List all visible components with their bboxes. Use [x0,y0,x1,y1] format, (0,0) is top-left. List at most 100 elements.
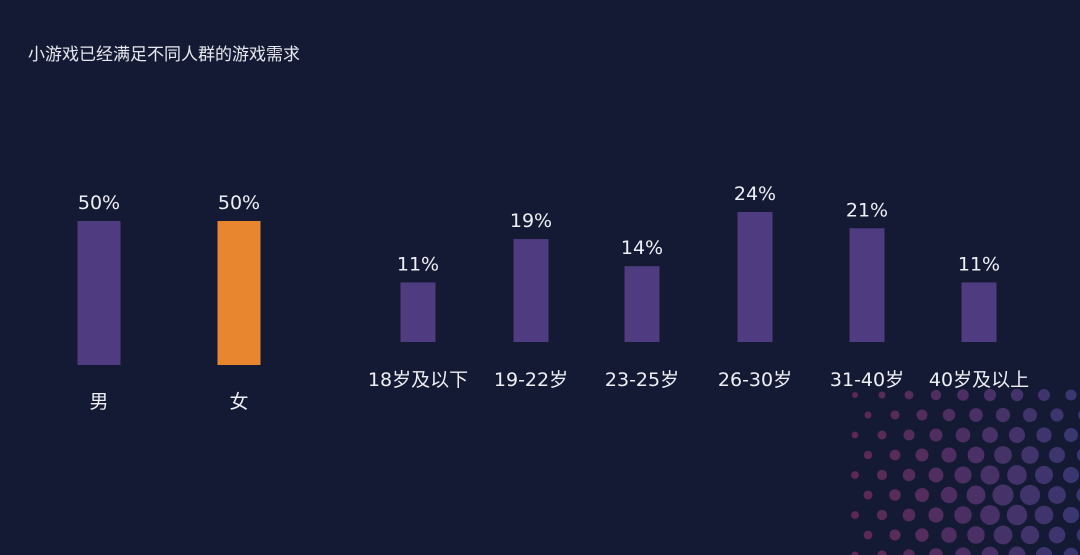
data-label: 50% [78,192,120,214]
decorative-dot [1062,506,1080,524]
decorative-dot [1008,426,1026,444]
decorative-dot [981,546,999,555]
category-label: 23-25岁 [605,369,679,391]
decorative-dot [1021,446,1039,464]
decorative-dot [863,450,873,460]
data-label: 21% [846,199,888,221]
decorative-dot [928,467,944,483]
decorative-dot [995,407,1011,423]
decorative-dot [902,508,916,522]
category-label: 40岁及以上 [929,369,1029,391]
decorative-dot [1076,449,1080,461]
decorative-dot [1065,389,1077,401]
decorative-dot [929,548,943,555]
decorative-dot [852,392,858,398]
decorative-dot [904,390,914,400]
decorative-dot [1048,486,1066,504]
decorative-dot [1048,526,1066,544]
bar [217,221,261,365]
category-label: 26-30岁 [718,369,792,391]
bar [513,239,549,342]
decorative-dot [915,448,929,462]
decorative-dot [955,547,971,555]
decorative-dot [1038,389,1050,401]
decorative-dot [930,389,942,401]
decorative-dot [983,388,997,402]
decorative-dot [1010,388,1024,402]
data-label: 24% [734,183,776,205]
decorative-dot [889,529,901,541]
decorative-dot [1076,528,1080,542]
decorative-dot [903,549,915,555]
decorative-dot [864,411,872,419]
decorative-dot [1034,505,1054,525]
decorative-dot [1076,488,1080,502]
decorative-dot [967,446,985,464]
decorative-dot [942,408,956,422]
data-label: 50% [218,192,260,214]
decorative-dot [889,449,901,461]
bar [624,266,660,342]
decorative-dot [863,530,873,540]
decorative-dot [992,484,1014,506]
decorative-dot [1019,484,1041,506]
decorative-dot [878,391,886,399]
decorative-dot [969,408,983,422]
decorative-dot [890,410,900,420]
decorative-dot [941,447,957,463]
data-label: 14% [621,237,663,259]
decorative-dot [929,428,943,442]
decorative-dot [980,505,1000,525]
decorative-dot [915,528,929,542]
bar [961,282,997,342]
decorative-dot [1035,546,1053,555]
decorative-dot [954,466,972,484]
decorative-dot [1062,466,1080,484]
decorative-dot [851,431,859,439]
decorative-dot [876,509,888,521]
category-label: 18岁及以下 [368,369,468,391]
decorative-dot [982,427,998,443]
decorative-dot [876,469,888,481]
decorative-dot [903,429,915,441]
decorative-dot [955,427,971,443]
category-label: 19-22岁 [494,369,568,391]
category-label: 女 [229,391,248,413]
category-label: 31-40岁 [830,369,904,391]
decorative-dot [1050,408,1064,422]
category-label: 男 [89,391,108,413]
decorative-dot [966,485,986,505]
decorative-dot [1008,546,1026,555]
data-label: 19% [510,210,552,232]
decorative-dot [889,489,901,501]
decorative-dot [1036,427,1052,443]
decorative-dot [1064,428,1078,442]
decorative-dot [851,511,859,519]
decorative-dot [915,488,929,502]
decorative-dot [993,525,1013,545]
decorative-dot [967,526,985,544]
bar [77,221,121,365]
decorative-dot [994,446,1012,464]
bar [849,228,885,342]
decorative-dot [1022,407,1038,423]
data-label: 11% [958,253,1000,275]
decorative-dot [940,486,958,504]
decorative-dot [941,527,957,543]
chart-title: 小游戏已经满足不同人群的游戏需求 [28,45,300,65]
decorative-dot [1007,465,1027,485]
bar [400,282,436,342]
decorative-dot [954,506,972,524]
decorative-dot [1048,446,1066,464]
decorative-dot [877,430,887,440]
decorative-dot [1006,504,1028,526]
decorative-dot [851,471,859,479]
decorative-dot [957,389,969,401]
decorative-dot [851,551,859,555]
decorative-dot [1020,525,1040,545]
decorative-dot [1063,547,1079,555]
decorative-dot [928,507,944,523]
bar [737,212,773,342]
decorative-dot [902,468,916,482]
